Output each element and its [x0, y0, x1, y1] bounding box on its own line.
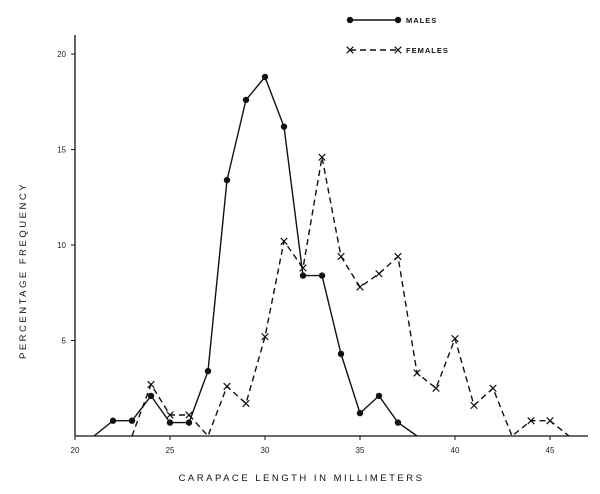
females-data-point [356, 283, 364, 291]
males-data-point [394, 419, 402, 426]
x-tick-label: 25 [166, 446, 175, 455]
females-data-point [432, 384, 440, 392]
males-data-point [185, 419, 193, 426]
males-data-point [280, 123, 288, 130]
females-data-point [299, 264, 307, 272]
y-tick-label: 15 [57, 146, 66, 155]
females-data-point [413, 369, 421, 377]
females-data-point [546, 416, 554, 425]
males-data-point [204, 367, 212, 375]
males-data-point [223, 176, 231, 184]
females-data-point [166, 411, 174, 419]
females-data-point [242, 399, 250, 408]
females-data-point [489, 384, 497, 392]
y-tick-label: 20 [57, 50, 66, 59]
x-tick-label: 30 [261, 446, 270, 455]
legend-label-females: FEMALES [406, 46, 449, 55]
males-data-point [356, 409, 364, 417]
x-tick-label: 40 [451, 446, 460, 455]
females-data-point [527, 416, 535, 425]
axis-ticks: 20 25 30 35 40 45 5 10 15 20 [57, 50, 555, 455]
females-data-point [470, 401, 478, 410]
x-tick-label: 45 [546, 446, 555, 455]
legend-item-males: MALES [346, 16, 437, 25]
series-females [131, 153, 570, 437]
females-data-point [451, 334, 459, 343]
y-axis-label: PERCENTAGE FREQUENCY [18, 182, 29, 359]
males-data-point [166, 419, 174, 426]
males-data-point [109, 417, 117, 424]
females-series-line [131, 156, 570, 437]
legend-marker [346, 16, 354, 24]
females-data-point [318, 153, 326, 161]
females-data-point [147, 380, 155, 389]
x-tick-label: 35 [356, 446, 365, 455]
legend-marker [394, 16, 402, 24]
legend-item-females: FEMALES [346, 46, 449, 55]
males-data-point [128, 417, 136, 424]
y-tick-label: 5 [62, 337, 67, 346]
males-data-point [299, 272, 307, 279]
y-tick-label: 10 [57, 241, 66, 250]
males-series-line [93, 76, 418, 437]
legend: MALES FEMALES [346, 16, 449, 55]
chart-axes [74, 35, 588, 437]
series-layer [93, 73, 570, 437]
females-data-point [280, 237, 288, 245]
legend-marker [346, 46, 354, 54]
x-axis-label: CARAPACE LENGTH IN MILLIMETERS [179, 473, 425, 484]
males-data-point [337, 350, 345, 358]
legend-label-males: MALES [406, 16, 437, 25]
females-data-point [394, 252, 402, 261]
females-data-point [261, 332, 269, 341]
males-data-point [261, 73, 269, 81]
x-tick-label: 20 [71, 446, 80, 455]
females-data-point [223, 382, 231, 391]
series-males [93, 73, 418, 437]
males-data-point [147, 392, 155, 400]
legend-marker [394, 46, 402, 54]
males-data-point [318, 272, 326, 279]
males-data-point [375, 392, 383, 400]
females-data-point [375, 269, 383, 278]
females-data-point [337, 252, 345, 261]
males-data-point [242, 96, 250, 104]
females-data-point [185, 411, 193, 419]
